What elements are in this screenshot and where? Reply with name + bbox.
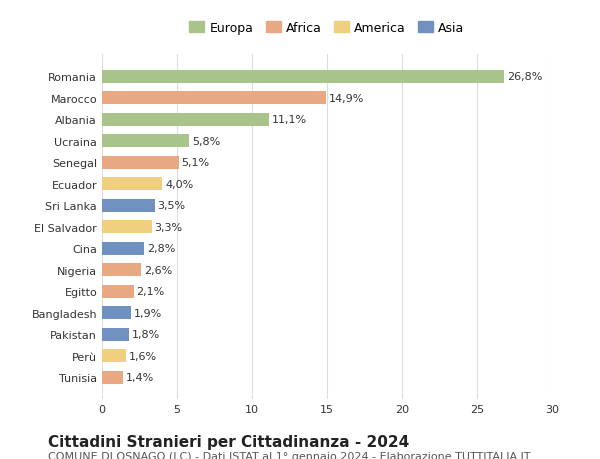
Bar xyxy=(102,157,179,169)
Bar xyxy=(102,92,325,105)
Bar xyxy=(102,307,131,319)
Bar xyxy=(102,328,129,341)
Text: 14,9%: 14,9% xyxy=(329,94,364,104)
Bar xyxy=(102,71,504,84)
Text: 11,1%: 11,1% xyxy=(271,115,307,125)
Text: 2,1%: 2,1% xyxy=(137,286,165,297)
Text: 26,8%: 26,8% xyxy=(507,72,542,82)
Bar xyxy=(102,349,126,362)
Text: 1,6%: 1,6% xyxy=(129,351,157,361)
Text: 2,8%: 2,8% xyxy=(147,244,175,254)
Bar xyxy=(102,113,269,127)
Bar xyxy=(102,135,189,148)
Bar xyxy=(102,199,155,212)
Text: Cittadini Stranieri per Cittadinanza - 2024: Cittadini Stranieri per Cittadinanza - 2… xyxy=(48,434,409,449)
Bar xyxy=(102,263,141,276)
Bar xyxy=(102,178,162,191)
Bar xyxy=(102,285,133,298)
Text: 3,3%: 3,3% xyxy=(155,222,182,232)
Legend: Europa, Africa, America, Asia: Europa, Africa, America, Asia xyxy=(184,17,470,39)
Text: 5,1%: 5,1% xyxy=(182,158,209,168)
Text: 5,8%: 5,8% xyxy=(192,136,220,146)
Bar xyxy=(102,371,123,384)
Text: 1,4%: 1,4% xyxy=(126,372,154,382)
Bar xyxy=(102,242,144,255)
Text: COMUNE DI OSNAGO (LC) - Dati ISTAT al 1° gennaio 2024 - Elaborazione TUTTITALIA.: COMUNE DI OSNAGO (LC) - Dati ISTAT al 1°… xyxy=(48,451,530,459)
Bar xyxy=(102,221,151,234)
Text: 1,9%: 1,9% xyxy=(133,308,162,318)
Text: 1,8%: 1,8% xyxy=(132,330,160,339)
Text: 2,6%: 2,6% xyxy=(144,265,172,275)
Text: 4,0%: 4,0% xyxy=(165,179,193,189)
Text: 3,5%: 3,5% xyxy=(157,201,185,211)
